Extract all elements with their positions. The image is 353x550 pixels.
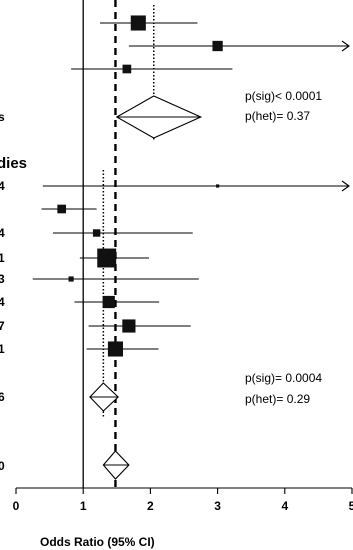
group-2-p-het: p(het)= 0.29 [245, 392, 310, 406]
study-label-g2-s3: 4 [0, 226, 5, 240]
study-label-g2-s1: 4 [0, 179, 5, 193]
ci-arrow-g2-s1 [341, 180, 350, 192]
point-estimate-g2-s6 [102, 295, 115, 309]
plot-layer: s p(sig)< 0.0001 p(het)= 0.37 dies 4 4 1 3 4 7 1 6 p… [0, 0, 353, 513]
point-estimate-g2-s2 [57, 204, 67, 214]
point-estimate-g1-s3 [122, 64, 132, 74]
x-tick-label-3: 3 [214, 499, 221, 513]
point-estimate-g2-s3 [92, 229, 101, 237]
point-estimate-g1-s2 [212, 40, 223, 52]
x-axis-title: Odds Ratio (95% CI) [40, 535, 155, 549]
x-tick-label-1: 1 [80, 499, 87, 513]
point-estimate-g1-s1 [130, 15, 146, 31]
point-estimate-g2-s5 [68, 276, 74, 282]
group-2-label: dies [0, 155, 27, 172]
study-label-g2-s5: 3 [0, 272, 5, 286]
study-label-g2-s8: 1 [0, 342, 5, 356]
x-tick-label-4: 4 [281, 499, 288, 513]
point-estimate-g2-s4 [97, 248, 117, 268]
x-tick-label-0: 0 [13, 499, 20, 513]
study-label-g2-s6: 4 [0, 295, 5, 309]
x-tick-label-2: 2 [147, 499, 154, 513]
point-estimate-g2-s7 [122, 319, 136, 333]
point-estimate-g2-s8 [107, 341, 123, 357]
point-estimate-g2-s1 [215, 184, 220, 188]
group-2-summary-label: 6 [0, 390, 5, 404]
study-label-g2-s4: 1 [0, 251, 5, 265]
group-1-summary-label: s [0, 110, 5, 124]
group-1-p-sig: p(sig)< 0.0001 [245, 89, 322, 103]
x-tick-label-5: 5 [349, 499, 353, 513]
study-label-g2-s7: 7 [0, 319, 5, 333]
group-2-p-sig: p(sig)= 0.0004 [245, 371, 322, 385]
ci-arrow-g1-s2 [341, 40, 350, 52]
group-1-p-het: p(het)= 0.37 [245, 109, 310, 123]
overall-summary-label: 0 [0, 459, 5, 473]
